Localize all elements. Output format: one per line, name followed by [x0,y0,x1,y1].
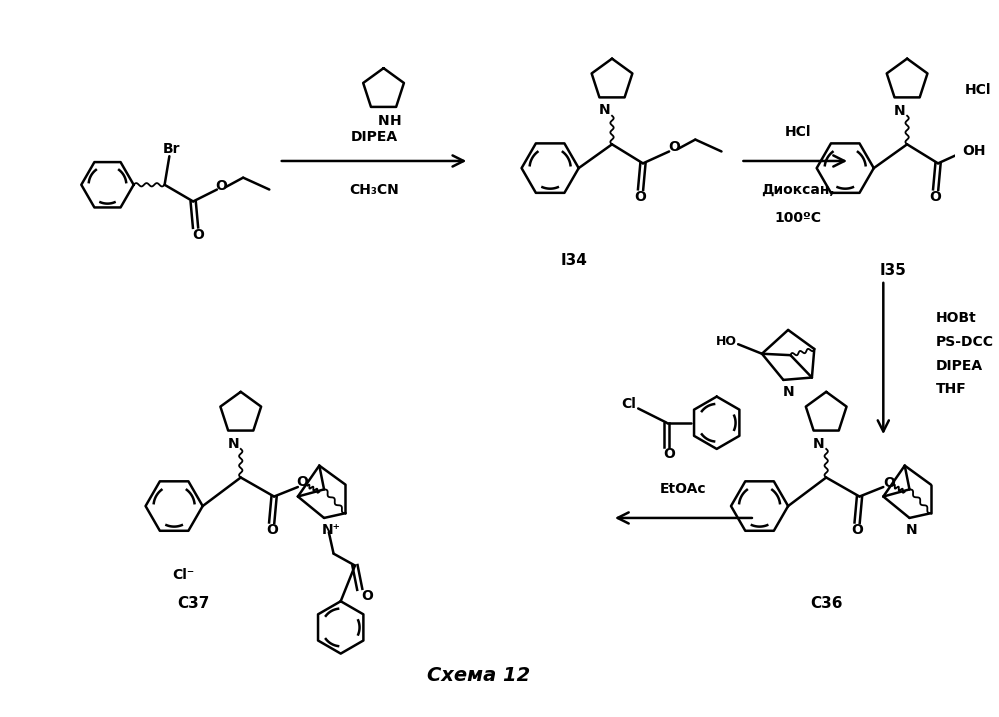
Text: N: N [906,523,918,537]
Text: O: O [883,476,895,490]
Text: HOBt: HOBt [936,311,976,325]
Text: O: O [851,523,863,537]
Text: Cl⁻: Cl⁻ [173,568,195,582]
Text: N: N [894,104,906,118]
Text: Cl: Cl [621,397,636,411]
Text: 100ºC: 100ºC [774,211,821,225]
Text: C37: C37 [177,596,210,611]
Text: Схема 12: Схема 12 [428,665,530,685]
Text: O: O [192,228,204,242]
Text: I34: I34 [560,253,587,268]
Text: O: O [663,447,675,461]
Text: DIPEA: DIPEA [936,358,983,373]
Text: O: O [634,190,646,204]
Text: I35: I35 [879,263,906,278]
Text: N: N [813,437,825,451]
Text: THF: THF [936,382,966,397]
Text: CH₃CN: CH₃CN [350,183,399,196]
Text: OH: OH [962,144,985,158]
Text: N: N [228,437,240,451]
Text: HO: HO [715,336,736,348]
Text: O: O [297,475,309,489]
Text: H: H [390,113,402,128]
Text: PS-DCC: PS-DCC [936,335,994,349]
Text: Br: Br [163,142,181,156]
Text: EtOAc: EtOAc [660,483,706,496]
Text: HCl: HCl [784,125,811,139]
Text: HCl: HCl [965,82,992,97]
Text: N: N [378,113,390,128]
Text: N: N [599,103,610,117]
Text: C36: C36 [810,596,842,611]
Text: N⁺: N⁺ [322,523,341,537]
Text: O: O [361,589,373,604]
Text: O: O [215,179,227,193]
Text: DIPEA: DIPEA [351,130,398,144]
Text: O: O [668,140,680,153]
Text: N: N [782,385,794,399]
Text: Диоксан,: Диоксан, [761,183,834,196]
Text: O: O [266,523,278,537]
Text: O: O [930,190,942,204]
